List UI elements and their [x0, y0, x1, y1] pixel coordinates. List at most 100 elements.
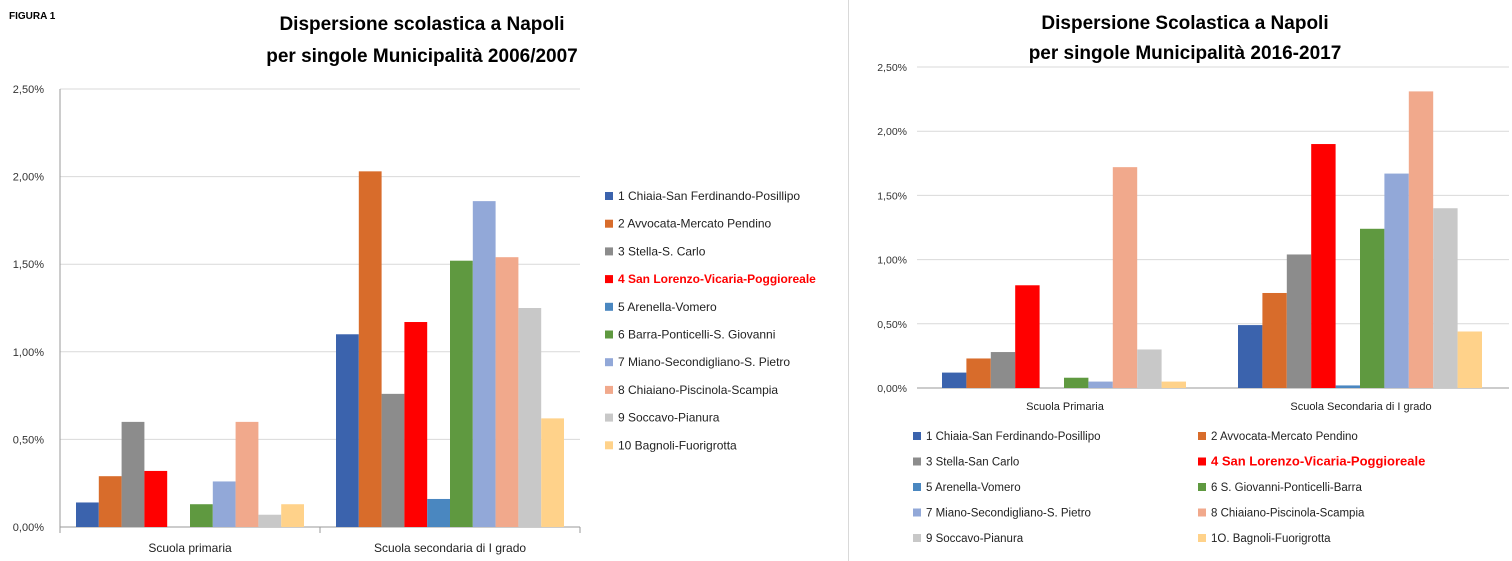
figure-label: FIGURA 1 [9, 11, 56, 22]
legend-label: 9 Soccavo-Pianura [926, 533, 1024, 545]
legend-label: 2 Avvocata-Mercato Pendino [618, 217, 772, 231]
legend-label: 8 Chiaiano-Piscinola-Scampia [1211, 508, 1365, 520]
bar [381, 393, 405, 527]
bar [1433, 208, 1458, 388]
bar [1457, 331, 1482, 388]
legend-swatch [605, 385, 613, 394]
chart-divider [848, 0, 849, 561]
legend-label: 1O. Bagnoli-Fuorigrotta [1211, 533, 1331, 545]
bar [1384, 173, 1409, 388]
legend-label: 7 Miano-Secondigliano-S. Pietro [618, 355, 790, 369]
bar [190, 504, 213, 527]
legend-swatch [605, 413, 613, 422]
legend-swatch [913, 508, 921, 517]
bar [427, 498, 450, 527]
bar [450, 260, 473, 527]
bar [1360, 228, 1385, 388]
y-tick-label: 1,00% [877, 255, 907, 267]
legend-label: 1 Chiaia-San Ferdinando-Posillipo [926, 431, 1101, 443]
chart-title-line: per singole Municipalità 2016-2017 [1029, 43, 1342, 64]
legend-swatch [913, 534, 921, 542]
chart-2006-2007: Dispersione scolastica a Napoli per singo… [13, 14, 816, 555]
y-tick-label: 1,50% [13, 259, 44, 271]
bar [1311, 144, 1336, 388]
legend-label: 9 Soccavo-Pianura [618, 411, 720, 425]
bar [966, 358, 991, 388]
y-tick-label: 1,00% [13, 347, 44, 359]
category-label: Scuola Secondaria di I grado [1290, 401, 1431, 413]
legend-swatch [605, 358, 613, 367]
chart-title-line: Dispersione scolastica a Napoli [279, 14, 564, 35]
bar [76, 502, 99, 527]
category-label: Scuola Primaria [1026, 401, 1105, 413]
legend-label: 6 S. Giovanni-Ponticelli-Barra [1211, 482, 1362, 494]
bar [1335, 385, 1360, 388]
y-tick-label: 0,00% [877, 383, 907, 395]
legend-label: 3 Stella-S. Carlo [618, 244, 706, 258]
y-tick-label: 1,50% [877, 190, 907, 202]
bar [942, 372, 967, 388]
legend-label: 8 Chiaiano-Piscinola-Scampia [618, 383, 778, 397]
legend-swatch [605, 192, 613, 200]
legend-label: 6 Barra-Ponticelli-S. Giovanni [618, 328, 775, 342]
legend-swatch [1198, 457, 1206, 466]
bar [281, 504, 304, 527]
legend-label: 7 Miano-Secondigliano-S. Pietro [926, 508, 1091, 520]
legend-swatch [1198, 534, 1206, 542]
bar [1064, 377, 1089, 388]
y-tick-label: 2,50% [877, 62, 907, 74]
bar [212, 481, 236, 527]
legend-label: 1 Chiaia-San Ferdinando-Posillipo [618, 189, 800, 203]
bar [336, 334, 359, 527]
category-label: Scuola primaria [148, 541, 232, 555]
bar [1161, 381, 1186, 388]
legend-swatch [605, 330, 613, 339]
legend-swatch [913, 483, 921, 491]
legend-swatch [605, 441, 613, 450]
legend-swatch [1198, 483, 1206, 491]
legend-swatch [1198, 508, 1206, 517]
bar [358, 171, 382, 527]
y-tick-label: 0,50% [13, 434, 44, 446]
bar [472, 201, 496, 528]
legend-swatch [913, 432, 921, 440]
bar [1262, 292, 1287, 388]
y-tick-label: 0,00% [13, 522, 44, 534]
legend-swatch [605, 247, 613, 256]
legend-swatch [605, 275, 613, 284]
bar [1088, 381, 1113, 388]
y-tick-label: 2,00% [13, 172, 44, 184]
chart-title-line: Dispersione Scolastica a Napoli [1041, 13, 1328, 34]
legend-label: 2 Avvocata-Mercato Pendino [1211, 431, 1358, 443]
bar [144, 470, 168, 527]
bar [541, 418, 564, 527]
bar [258, 514, 282, 527]
bar [1408, 91, 1434, 389]
legend-label: 5 Arenella-Vomero [618, 300, 717, 314]
bar [404, 322, 428, 527]
bar [121, 421, 145, 527]
y-tick-label: 0,50% [877, 319, 907, 331]
bar [1015, 285, 1040, 388]
bar [1286, 254, 1312, 388]
legend-swatch [1198, 432, 1206, 440]
legend-label: 4 San Lorenzo-Vicaria-Poggioreale [618, 272, 816, 286]
bar [1137, 349, 1162, 388]
y-tick-label: 2,50% [13, 84, 44, 96]
bar [98, 476, 122, 527]
chart-2016-2017: Dispersione Scolastica a Napoli per singo… [877, 13, 1509, 545]
chart-title-line: per singole Municipalità 2006/2007 [266, 46, 578, 67]
y-tick-label: 2,00% [877, 126, 907, 138]
bar [518, 308, 542, 527]
legend-label: 10 Bagnoli-Fuorigrotta [618, 438, 737, 452]
bar [1112, 167, 1138, 388]
legend-label: 4 San Lorenzo-Vicaria-Poggioreale [1211, 454, 1425, 469]
bar [495, 257, 519, 527]
category-label: Scuola secondaria di I grado [374, 541, 526, 555]
bar [235, 421, 259, 527]
legend-swatch [605, 219, 613, 228]
legend-swatch [605, 302, 613, 311]
legend-swatch [913, 457, 921, 466]
legend-label: 3 Stella-San Carlo [926, 457, 1019, 469]
